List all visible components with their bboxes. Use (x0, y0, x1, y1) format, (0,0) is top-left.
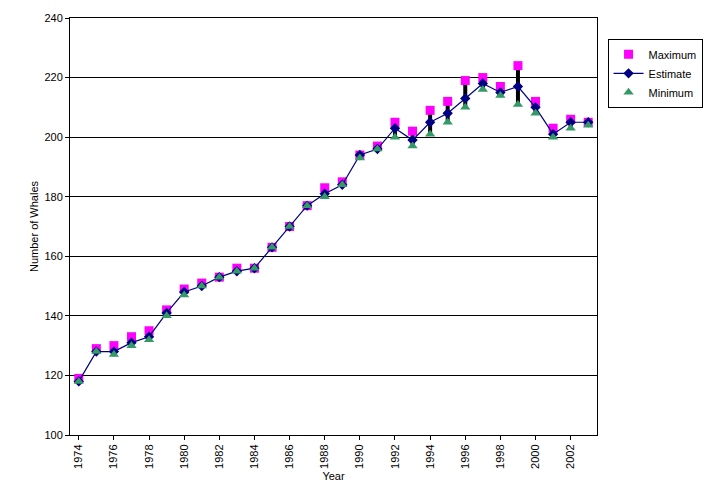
svg-text:220: 220 (44, 71, 62, 83)
svg-text:100: 100 (44, 429, 62, 441)
svg-text:Number of Whales: Number of Whales (28, 180, 40, 272)
svg-text:2000: 2000 (529, 444, 541, 468)
svg-text:Minimum: Minimum (649, 87, 694, 99)
svg-text:1984: 1984 (248, 444, 260, 468)
svg-text:1994: 1994 (424, 444, 436, 468)
svg-text:1976: 1976 (107, 444, 119, 468)
svg-text:200: 200 (44, 131, 62, 143)
svg-text:140: 140 (44, 310, 62, 322)
svg-text:240: 240 (44, 12, 62, 24)
svg-text:1990: 1990 (353, 444, 365, 468)
svg-text:180: 180 (44, 191, 62, 203)
svg-text:1992: 1992 (389, 444, 401, 468)
svg-text:1980: 1980 (178, 444, 190, 468)
svg-text:1988: 1988 (318, 444, 330, 468)
svg-text:160: 160 (44, 250, 62, 262)
svg-text:1986: 1986 (283, 444, 295, 468)
svg-text:1982: 1982 (213, 444, 225, 468)
svg-text:1974: 1974 (72, 444, 84, 468)
svg-text:1996: 1996 (459, 444, 471, 468)
svg-text:Maximum: Maximum (649, 49, 697, 61)
svg-text:120: 120 (44, 369, 62, 381)
svg-text:2002: 2002 (564, 444, 576, 468)
svg-text:Year: Year (322, 470, 345, 482)
svg-text:Estimate: Estimate (649, 68, 692, 80)
svg-text:1998: 1998 (494, 444, 506, 468)
svg-text:1978: 1978 (143, 444, 155, 468)
